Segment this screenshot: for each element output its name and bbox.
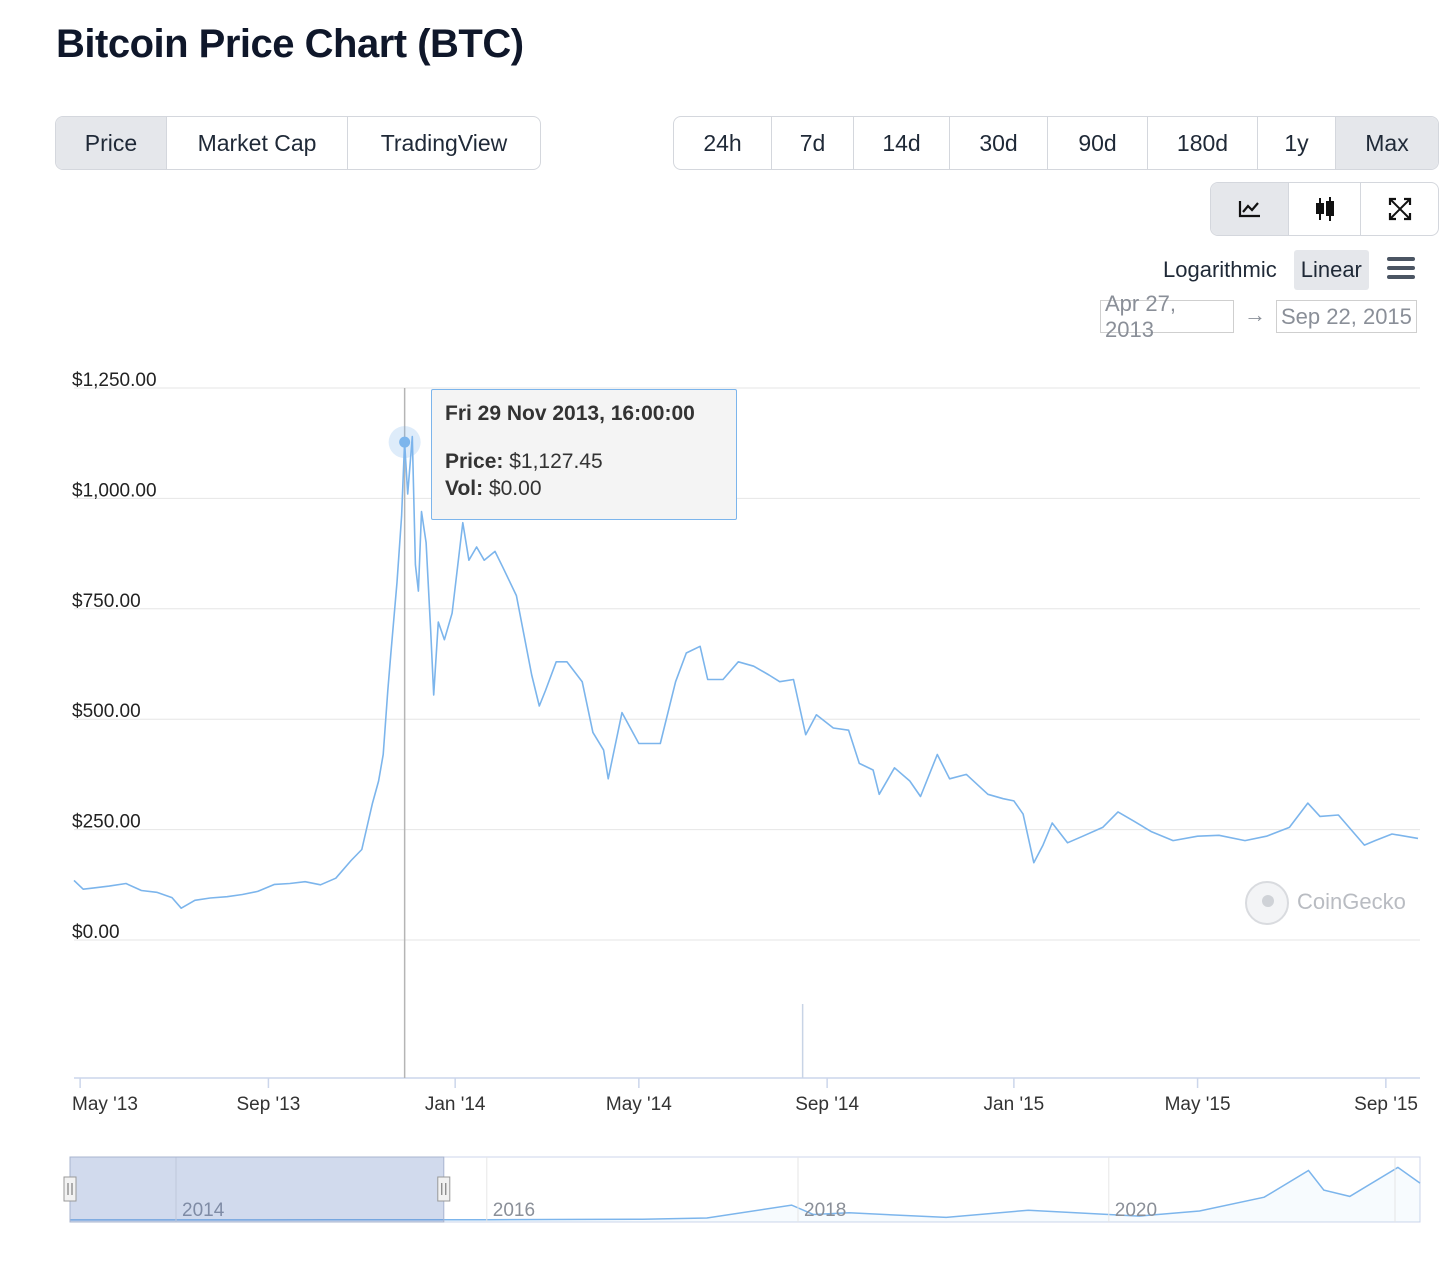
- range-1y-button[interactable]: 1y: [1258, 117, 1336, 169]
- navigator-area: [70, 1167, 1420, 1222]
- x-tick-label: Jan '15: [984, 1094, 1045, 1115]
- price-series-line: [73, 435, 1419, 910]
- navigator-year-label: 2020: [1115, 1200, 1157, 1221]
- candlestick-icon: [1315, 197, 1334, 221]
- tooltip-vol-value: $0.00: [488, 477, 542, 500]
- line-chart-icon: [1238, 201, 1260, 218]
- candlestick-button[interactable]: [1289, 183, 1361, 235]
- x-tick-label: May '15: [1165, 1094, 1231, 1115]
- navigator-year-label: 2014: [182, 1200, 225, 1221]
- range-max-button[interactable]: Max: [1336, 117, 1438, 169]
- date-to-input[interactable]: Sep 22, 2015: [1276, 300, 1417, 333]
- tooltip-price-label: Price:: [445, 450, 504, 473]
- x-tick-label: Sep '13: [236, 1094, 300, 1115]
- scale-linear-button[interactable]: Linear: [1293, 250, 1369, 290]
- navigator-year-label: 2016: [493, 1200, 535, 1221]
- scale-toggle: Logarithmic Linear: [1156, 250, 1369, 290]
- fullscreen-button[interactable]: [1361, 183, 1438, 235]
- navigator-handle[interactable]: [63, 1176, 77, 1202]
- page-title: Bitcoin Price Chart (BTC): [56, 22, 524, 66]
- x-tick-label: May '13: [72, 1094, 138, 1115]
- navigator-year-label: 2018: [804, 1200, 846, 1221]
- chart-tools: [1210, 182, 1439, 236]
- tab-price[interactable]: Price: [56, 117, 167, 169]
- range-180d-button[interactable]: 180d: [1148, 117, 1258, 169]
- tooltip-vol-label: Vol:: [445, 477, 484, 500]
- chart-tooltip: Fri 29 Nov 2013, 16:00:00 Price: $1,127.…: [431, 389, 737, 520]
- range-24h-button[interactable]: 24h: [674, 117, 772, 169]
- range-14d-button[interactable]: 14d: [854, 117, 950, 169]
- time-range-selector: 24h 7d 14d 30d 90d 180d 1y Max: [673, 116, 1439, 170]
- tab-market-cap[interactable]: Market Cap: [167, 117, 348, 169]
- y-tick-label: $0.00: [72, 922, 120, 943]
- navigator-window: [69, 1156, 445, 1223]
- watermark: CoinGecko: [1297, 889, 1406, 914]
- hamburger-menu-icon[interactable]: [1387, 257, 1415, 284]
- range-7d-button[interactable]: 7d: [772, 117, 854, 169]
- y-tick-label: $750.00: [72, 591, 141, 612]
- range-90d-button[interactable]: 90d: [1048, 117, 1148, 169]
- tab-tradingview[interactable]: TradingView: [380, 129, 508, 156]
- hover-point: [399, 436, 411, 448]
- navigator-series: [69, 1166, 1421, 1221]
- fullscreen-icon: [1388, 197, 1411, 221]
- tooltip-date: Fri 29 Nov 2013, 16:00:00: [445, 402, 695, 425]
- scale-logarithmic-button[interactable]: Logarithmic: [1163, 257, 1277, 282]
- date-arrow: →: [1244, 302, 1266, 327]
- line-chart-button[interactable]: [1211, 183, 1289, 235]
- chart-type-tabs: Price Market Cap TradingView: [55, 116, 541, 170]
- x-tick-label: Jan '14: [425, 1094, 486, 1115]
- x-tick-label: Sep '14: [795, 1094, 859, 1115]
- x-tick-label: May '14: [606, 1094, 672, 1115]
- gecko-eye-icon: [1262, 895, 1274, 907]
- y-tick-label: $250.00: [72, 812, 141, 833]
- y-tick-label: $1,000.00: [72, 480, 157, 501]
- coingecko-logo: [1245, 881, 1289, 925]
- tooltip-price-value: $1,127.45: [509, 450, 603, 473]
- range-30d-button[interactable]: 30d: [950, 117, 1048, 169]
- y-tick-label: $1,250.00: [72, 370, 157, 391]
- navigator-handle[interactable]: [437, 1176, 451, 1202]
- y-tick-label: $500.00: [72, 701, 141, 722]
- x-tick-label: Sep '15: [1354, 1094, 1418, 1115]
